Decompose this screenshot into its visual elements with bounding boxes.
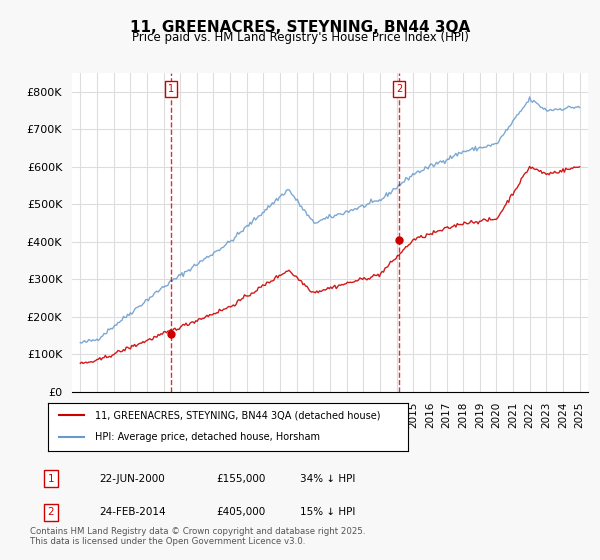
- Text: 11, GREENACRES, STEYNING, BN44 3QA (detached house): 11, GREENACRES, STEYNING, BN44 3QA (deta…: [95, 410, 380, 420]
- Text: 22-JUN-2000: 22-JUN-2000: [99, 474, 165, 484]
- Text: £405,000: £405,000: [216, 507, 265, 517]
- Text: Contains HM Land Registry data © Crown copyright and database right 2025.
This d: Contains HM Land Registry data © Crown c…: [30, 526, 365, 546]
- Text: 1: 1: [47, 474, 55, 484]
- Text: Price paid vs. HM Land Registry's House Price Index (HPI): Price paid vs. HM Land Registry's House …: [131, 31, 469, 44]
- Text: 15% ↓ HPI: 15% ↓ HPI: [300, 507, 355, 517]
- Text: 24-FEB-2014: 24-FEB-2014: [99, 507, 166, 517]
- Text: 11, GREENACRES, STEYNING, BN44 3QA: 11, GREENACRES, STEYNING, BN44 3QA: [130, 20, 470, 35]
- Text: £155,000: £155,000: [216, 474, 265, 484]
- Text: 2: 2: [396, 84, 402, 94]
- Text: 34% ↓ HPI: 34% ↓ HPI: [300, 474, 355, 484]
- Text: HPI: Average price, detached house, Horsham: HPI: Average price, detached house, Hors…: [95, 432, 320, 441]
- Text: 1: 1: [169, 84, 175, 94]
- Text: 2: 2: [47, 507, 55, 517]
